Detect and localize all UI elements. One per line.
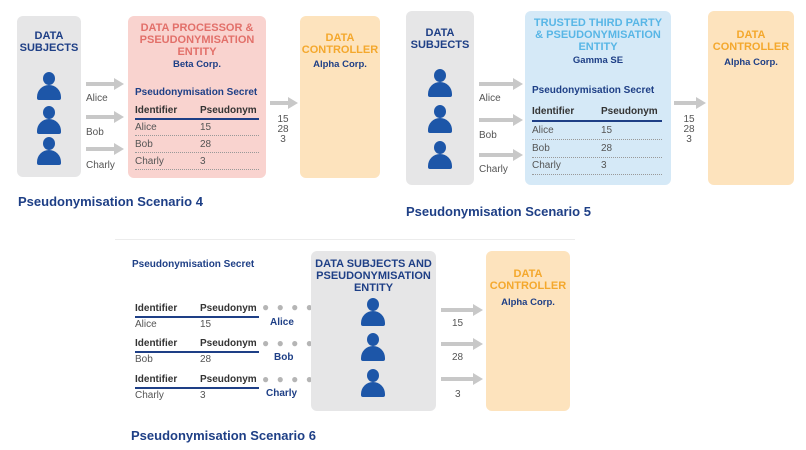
row-pseudonym: 15 [200, 319, 212, 330]
row-pseudonym: 15 [601, 125, 613, 136]
subjects-and-entity-box: DATA SUBJECTS AND PSEUDONYMISATION ENTIT… [311, 251, 436, 411]
link-label: Charly [266, 388, 298, 399]
data-subjects-box: DATA SUBJECTS [17, 16, 81, 177]
row-identifier: Alice [532, 125, 554, 136]
data-processor-box: DATA PROCESSOR & PSEUDONYMISATION ENTITY… [128, 16, 266, 178]
output-values: 15 28 3 [683, 114, 695, 145]
row-pseudonym: 3 [601, 160, 607, 171]
processor-name: Beta Corp. [172, 59, 222, 70]
col-identifier: Identifier [135, 374, 178, 385]
col-pseudonym: Pseudonym [200, 338, 257, 349]
scenario-title: Pseudonymisation Scenario 6 [131, 428, 316, 443]
arrow-right-icon [479, 149, 523, 161]
col-pseudonym: Pseudonym [200, 303, 257, 314]
scenario-title: Pseudonymisation Scenario 4 [18, 194, 203, 209]
row-pseudonym: 15 [200, 122, 212, 133]
arrow-label: Alice [86, 93, 108, 104]
controller-name: Alpha Corp. [501, 297, 555, 308]
controller-heading: DATA CONTROLLER [712, 29, 790, 53]
secret-label: Pseudonymisation Secret [132, 259, 255, 270]
output-value: 3 [455, 389, 461, 400]
output-value: 28 [452, 352, 464, 363]
controller-name: Alpha Corp. [313, 59, 367, 70]
arrow-right-icon [441, 338, 483, 350]
link-label: Alice [270, 317, 294, 328]
row-identifier: Bob [532, 143, 550, 154]
arrow-label: Charly [479, 164, 508, 175]
person-icon [427, 105, 453, 133]
trusted-third-party-box: TRUSTED THIRD PARTY & PSEUDONYMISATION E… [525, 11, 671, 185]
person-icon [427, 141, 453, 169]
row-identifier: Alice [135, 319, 157, 330]
row-pseudonym: 28 [200, 354, 212, 365]
arrow-right-icon [479, 78, 523, 90]
row-identifier: Bob [135, 139, 153, 150]
arrow-right-icon [674, 97, 706, 109]
arrow-right-icon [86, 111, 124, 123]
data-subjects-heading: DATA SUBJECTS [19, 30, 79, 54]
controller-heading: DATA CONTROLLER [489, 268, 567, 292]
person-icon [360, 298, 386, 326]
arrow-label: Alice [479, 93, 501, 104]
arrow-right-icon [86, 78, 124, 90]
secret-label: Pseudonymisation Secret [532, 85, 655, 96]
data-controller-box: DATA CONTROLLER Alpha Corp. [486, 251, 570, 411]
row-identifier: Charly [532, 160, 561, 171]
link-label: Bob [274, 352, 294, 363]
row-identifier: Alice [135, 122, 157, 133]
col-identifier: Identifier [135, 338, 178, 349]
person-icon [427, 69, 453, 97]
arrow-label: Charly [86, 160, 115, 171]
row-pseudonym: 3 [200, 156, 206, 167]
person-icon [360, 369, 386, 397]
arrow-right-icon [86, 143, 124, 155]
secret-label: Pseudonymisation Secret [135, 87, 258, 98]
row-identifier: Bob [135, 354, 153, 365]
col-pseudonym: Pseudonym [601, 106, 658, 117]
controller-heading: DATA CONTROLLER [301, 32, 379, 56]
arrow-label: Bob [479, 130, 497, 141]
divider [115, 239, 575, 240]
arrow-right-icon [270, 97, 298, 109]
output-values: 15 28 3 [277, 114, 289, 145]
col-pseudonym: Pseudonym [200, 374, 257, 385]
col-identifier: Identifier [532, 106, 575, 117]
row-pseudonym: 3 [200, 390, 206, 401]
arrow-right-icon [479, 114, 523, 126]
col-pseudonym: Pseudonym [200, 105, 257, 116]
third-party-name: Gamma SE [572, 55, 624, 66]
data-subjects-heading: DATA SUBJECTS [410, 27, 470, 51]
entity-heading: DATA SUBJECTS AND PSEUDONYMISATION ENTIT… [315, 258, 432, 294]
data-controller-box: DATA CONTROLLER Alpha Corp. [708, 11, 794, 185]
row-identifier: Charly [135, 156, 164, 167]
third-party-heading: TRUSTED THIRD PARTY & PSEUDONYMISATION E… [533, 17, 663, 53]
person-icon [360, 333, 386, 361]
processor-heading: DATA PROCESSOR & PSEUDONYMISATION ENTITY [139, 22, 255, 58]
col-identifier: Identifier [135, 105, 178, 116]
person-icon [36, 137, 62, 165]
person-icon [36, 72, 62, 100]
arrow-right-icon [441, 304, 483, 316]
row-pseudonym: 28 [601, 143, 613, 154]
row-pseudonym: 28 [200, 139, 212, 150]
scenario-title: Pseudonymisation Scenario 5 [406, 204, 591, 219]
controller-name: Alpha Corp. [724, 57, 778, 68]
output-value: 15 [452, 318, 464, 329]
col-identifier: Identifier [135, 303, 178, 314]
arrow-right-icon [441, 373, 483, 385]
person-icon [36, 106, 62, 134]
data-subjects-box: DATA SUBJECTS [406, 11, 474, 185]
arrow-label: Bob [86, 127, 104, 138]
row-identifier: Charly [135, 390, 164, 401]
data-controller-box: DATA CONTROLLER Alpha Corp. [300, 16, 380, 178]
